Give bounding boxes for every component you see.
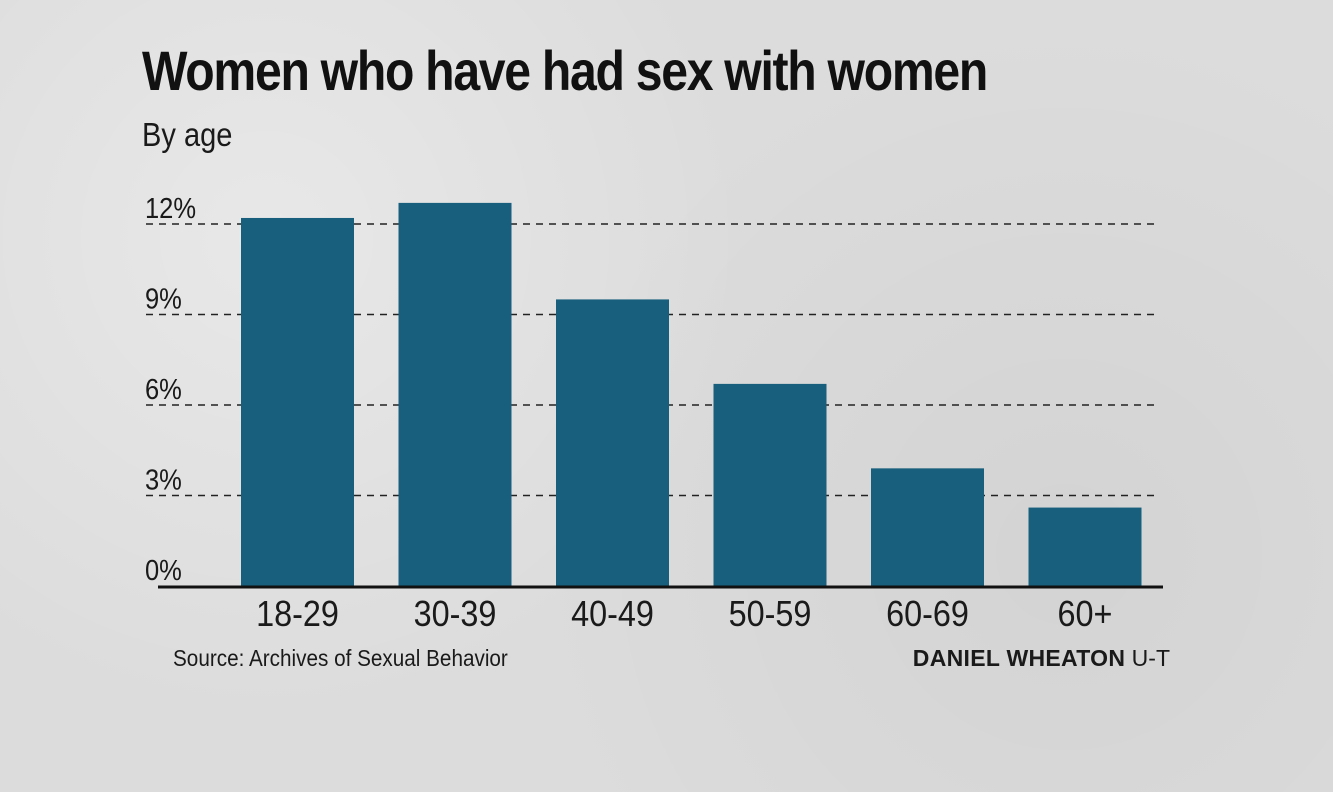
bar bbox=[1028, 507, 1142, 586]
y-tick-labels: 0% 3% 6% 9% 12% bbox=[145, 191, 196, 586]
chart-title: Women who have had sex with women bbox=[142, 39, 988, 102]
y-tick-label: 0% bbox=[145, 553, 182, 586]
bar bbox=[871, 468, 984, 586]
x-tick-label: 60+ bbox=[1058, 594, 1113, 634]
bar bbox=[241, 217, 354, 586]
bar bbox=[556, 299, 669, 586]
credit-line: DANIEL WHEATON U-T bbox=[913, 645, 1170, 672]
source-note: Source: Archives of Sexual Behavior bbox=[173, 645, 508, 671]
y-tick-label: 9% bbox=[145, 282, 182, 315]
bar bbox=[713, 383, 827, 586]
x-tick-label: 18-29 bbox=[256, 594, 339, 634]
bars bbox=[241, 202, 1142, 586]
x-tick-labels: 18-29 30-39 40-49 50-59 60-69 60+ bbox=[256, 594, 1112, 634]
y-tick-label: 3% bbox=[145, 463, 182, 496]
x-tick-label: 60-69 bbox=[886, 594, 969, 634]
credit-org: U-T bbox=[1131, 645, 1170, 671]
y-tick-label: 6% bbox=[145, 372, 182, 405]
chart-subtitle: By age bbox=[142, 116, 233, 153]
x-tick-label: 40-49 bbox=[571, 594, 654, 634]
bar bbox=[398, 202, 512, 586]
x-tick-label: 50-59 bbox=[729, 594, 812, 634]
y-tick-label: 12% bbox=[145, 191, 196, 224]
x-tick-label: 30-39 bbox=[414, 594, 497, 634]
credit-author: DANIEL WHEATON bbox=[912, 645, 1126, 671]
